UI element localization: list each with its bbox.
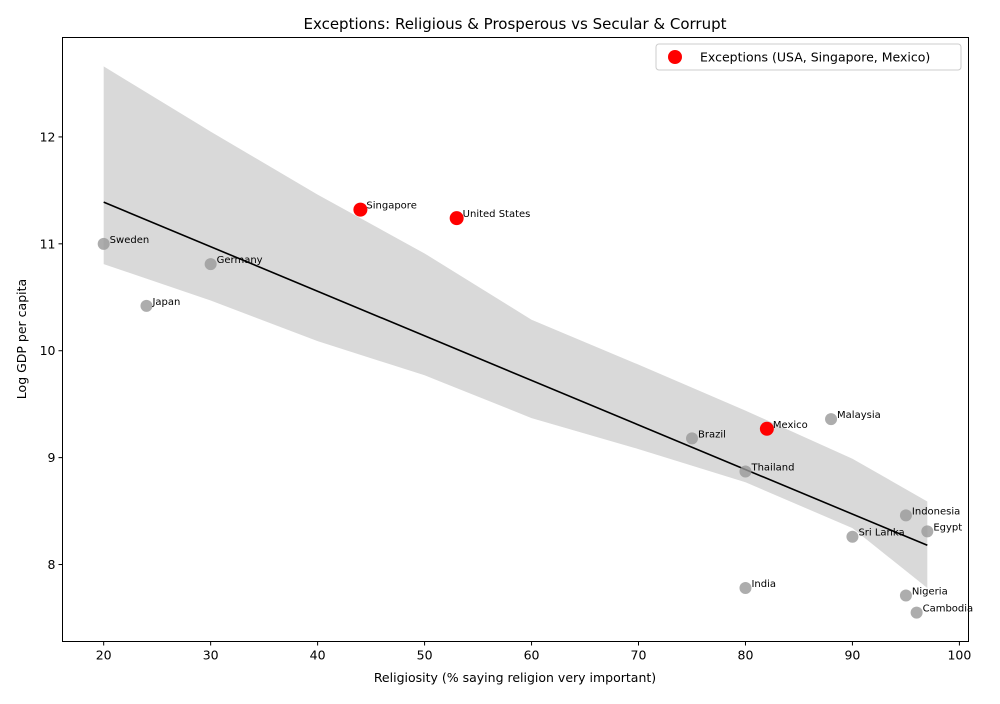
point-label: Sri Lanka xyxy=(858,528,904,539)
data-point xyxy=(739,582,752,595)
point-label: Sweden xyxy=(110,235,150,246)
regression-line-layer xyxy=(103,201,928,547)
data-point xyxy=(739,465,752,478)
data-point xyxy=(899,589,912,602)
y-tick-label: 8 xyxy=(48,557,56,572)
point-label: Singapore xyxy=(366,201,416,212)
point-label: Nigeria xyxy=(912,587,948,598)
point-labels-layer: Sweden Germany Japan Singapore United States… xyxy=(110,201,974,615)
x-tick-label: 90 xyxy=(844,648,860,663)
x-tick-label: 80 xyxy=(738,648,754,663)
y-tick-label: 10 xyxy=(40,343,56,358)
data-point xyxy=(140,299,153,312)
data-point xyxy=(910,606,923,619)
y-tick-label: 9 xyxy=(48,450,56,465)
point-label: India xyxy=(751,579,776,590)
legend: Exceptions (USA, Singapore, Mexico) xyxy=(655,43,962,71)
point-label: Mexico xyxy=(773,420,808,431)
regression-line xyxy=(103,201,928,547)
point-label: Egypt xyxy=(933,522,962,533)
x-tick-label: 70 xyxy=(631,648,647,663)
data-point xyxy=(921,525,934,538)
point-label: Brazil xyxy=(698,429,726,440)
point-label: Japan xyxy=(151,297,180,308)
point-label: United States xyxy=(463,209,531,220)
point-label: Malaysia xyxy=(837,410,881,421)
data-point xyxy=(97,237,110,250)
point-label: Indonesia xyxy=(912,506,960,517)
legend-box xyxy=(655,43,962,71)
data-points-layer xyxy=(97,202,934,619)
y-tick-label: 12 xyxy=(40,129,56,144)
y-axis-label: Log GDP per capita xyxy=(14,279,29,399)
x-tick-label: 40 xyxy=(310,648,326,663)
x-tick-label: 20 xyxy=(96,648,112,663)
exception-point xyxy=(353,202,368,217)
confidence-band xyxy=(103,66,928,589)
legend-label-exception: Exceptions (USA, Singapore, Mexico) xyxy=(700,50,930,65)
data-point xyxy=(204,258,217,271)
data-point xyxy=(825,413,838,426)
y-tick-label: 11 xyxy=(40,236,56,251)
chart-title: Exceptions: Religious & Prosperous vs Se… xyxy=(303,15,726,33)
legend-marker-exception xyxy=(668,50,682,64)
confidence-band-layer xyxy=(103,66,928,589)
data-point xyxy=(846,530,859,543)
x-tick-label: 60 xyxy=(524,648,540,663)
point-label: Cambodia xyxy=(923,604,974,615)
plot-frame xyxy=(62,37,969,642)
x-axis-ticks: 20 30 40 50 60 70 80 90 100 xyxy=(96,641,971,663)
exception-point xyxy=(449,211,464,226)
exception-point xyxy=(759,421,774,436)
x-tick-label: 30 xyxy=(203,648,219,663)
data-point xyxy=(685,432,698,445)
x-axis-label: Religiosity (% saying religion very impo… xyxy=(374,670,656,685)
point-label: Thailand xyxy=(750,463,794,474)
y-axis-ticks: 8 9 10 11 12 xyxy=(40,129,63,572)
x-tick-label: 50 xyxy=(417,648,433,663)
data-point xyxy=(899,509,912,522)
point-label: Germany xyxy=(217,255,263,266)
x-tick-label: 100 xyxy=(947,648,971,663)
